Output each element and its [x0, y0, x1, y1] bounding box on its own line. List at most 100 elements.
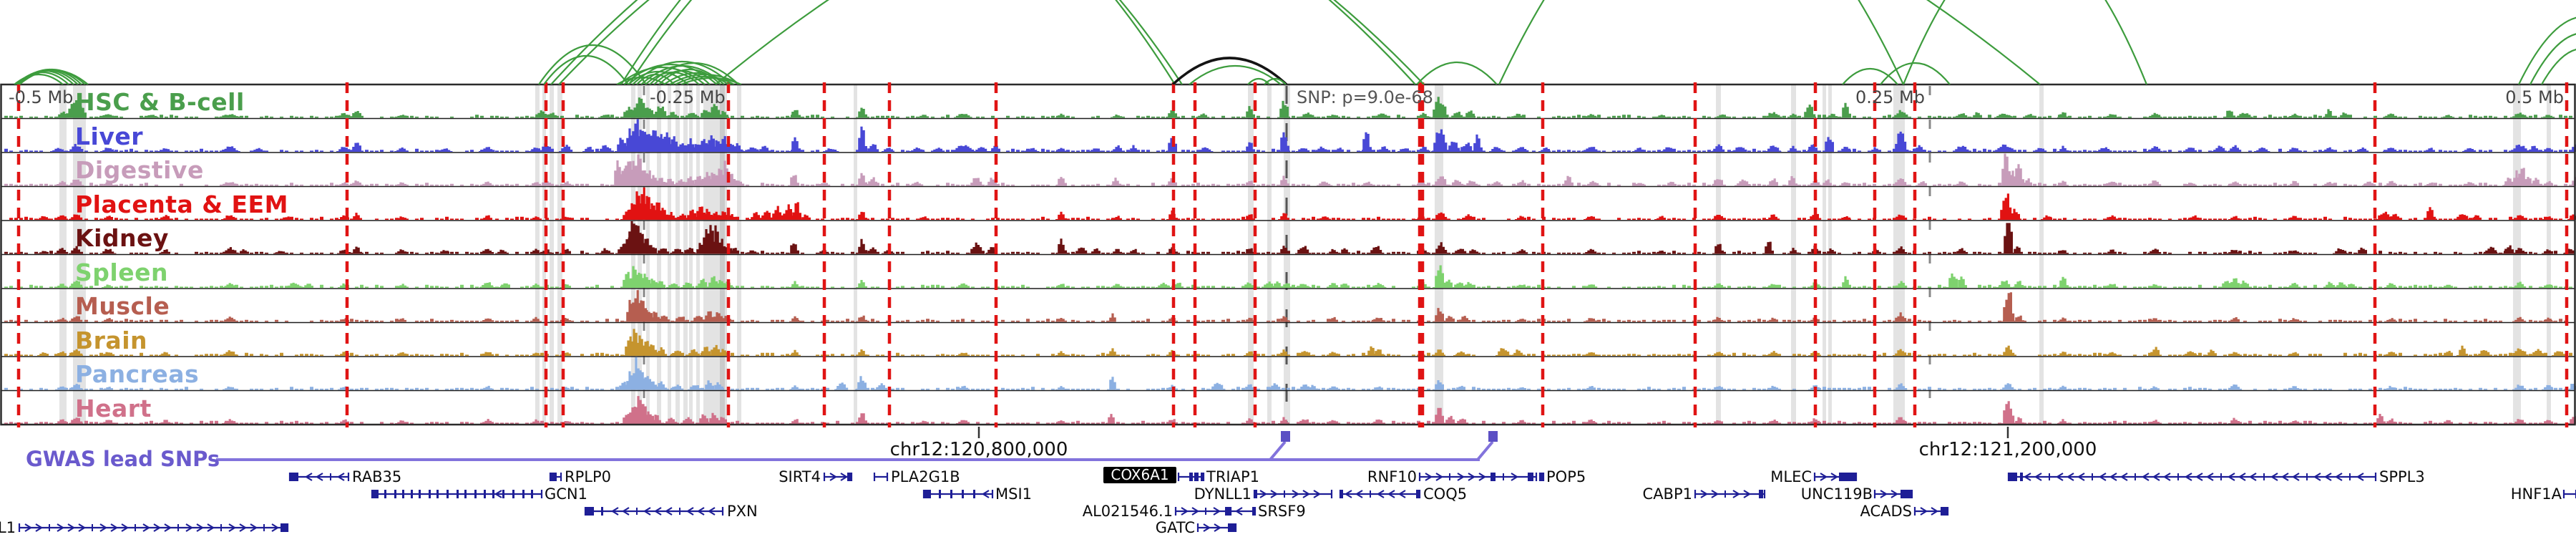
interaction-arc[interactable] [663, 72, 729, 84]
signal-track-digestive[interactable] [4, 153, 2576, 186]
interaction-arc[interactable] [1880, 62, 1951, 84]
gene-label-al021546.1[interactable]: AL021546.1 [1082, 503, 1173, 520]
gene-al021546.1[interactable] [1174, 507, 1231, 516]
interaction-arc[interactable] [649, 62, 739, 84]
gene-label-coq5[interactable]: COQ5 [1423, 485, 1468, 503]
interaction-arc[interactable] [632, 60, 732, 84]
signal-track-heart[interactable] [4, 396, 2576, 424]
gene-label-dynll1[interactable]: DYNLL1 [1194, 485, 1252, 503]
gene-exon [1201, 473, 1203, 481]
gwas-lead-snps-label[interactable]: GWAS lead SNPs [26, 447, 220, 471]
gwas-lead-snp-marker[interactable] [1488, 431, 1498, 442]
mb-scale-label: 0.5 Mb [2505, 87, 2564, 107]
interaction-arc[interactable] [2518, 16, 2576, 84]
gene-acads[interactable] [1913, 507, 1949, 516]
strand-arrow-left [2227, 473, 2235, 481]
interaction-arc[interactable] [1498, 0, 1904, 84]
gene-label-cabp1[interactable]: CABP1 [1642, 485, 1692, 503]
gene-label-sppl3[interactable]: SPPL3 [2379, 468, 2425, 485]
gene-label-mlec[interactable]: MLEC [1770, 468, 1812, 485]
interaction-arcs[interactable] [14, 0, 2576, 84]
interaction-arc[interactable] [1189, 65, 1282, 84]
track-label-hsc-b-cell[interactable]: HSC & B-cell [75, 88, 245, 116]
signal-track-brain[interactable] [4, 329, 2572, 356]
gene-rnf10[interactable] [1418, 473, 1538, 481]
gene-gatc[interactable] [1196, 523, 1237, 532]
track-label-liver[interactable]: Liver [75, 122, 144, 150]
gwas-lead-snps-track[interactable] [216, 431, 1498, 461]
signal-track-hsc-b-cell[interactable] [4, 97, 2572, 118]
gene-label-pxn[interactable]: PXN [727, 503, 758, 520]
gene-label-rnf10[interactable]: RNF10 [1367, 468, 1417, 485]
gene-label-srsf9[interactable]: SRSF9 [1258, 503, 1306, 520]
interaction-arc[interactable] [1247, 77, 1270, 84]
track-label-digestive[interactable]: Digestive [75, 156, 204, 184]
gene-gcn1[interactable] [371, 490, 543, 498]
gene-unc119b[interactable] [1873, 490, 1913, 498]
gene-coq5[interactable] [1339, 490, 1421, 498]
gene-label-sirt4[interactable]: SIRT4 [779, 468, 821, 485]
gene-label-rab35[interactable]: RAB35 [352, 468, 402, 485]
gene-sirt4[interactable] [823, 473, 853, 481]
track-label-brain[interactable]: Brain [75, 326, 148, 354]
signal-track-kidney[interactable] [4, 221, 2575, 254]
interaction-arc[interactable] [2529, 33, 2576, 84]
gwas-lead-snp-marker[interactable] [1281, 431, 1290, 442]
gene-rab35[interactable] [288, 473, 350, 481]
gene-label-pop5[interactable]: POP5 [1546, 468, 1586, 485]
signal-track-pancreas[interactable] [4, 357, 2576, 390]
interaction-arc[interactable] [675, 75, 735, 84]
gene-label-unc119b[interactable]: UNC119B [1800, 485, 1873, 503]
interaction-arc[interactable] [1264, 77, 1287, 84]
gene-srsf9[interactable] [1229, 507, 1257, 516]
gene-label-cox6a1-highlight[interactable]: COX6A1 [1103, 467, 1176, 483]
gene-cabp1[interactable] [1694, 490, 1766, 498]
track-label-placenta-eem[interactable]: Placenta & EEM [75, 190, 288, 218]
gene-pxn[interactable] [584, 507, 724, 516]
track-label-muscle[interactable]: Muscle [75, 292, 170, 320]
gene-sppl3[interactable] [2007, 473, 2377, 481]
gene-hnf1a[interactable] [2562, 490, 2576, 498]
gene-rplp0[interactable] [549, 473, 562, 481]
interaction-arc[interactable] [680, 77, 742, 84]
gene-label-triap1[interactable]: TRIAP1 [1206, 468, 1260, 485]
signal-track-liver[interactable] [4, 119, 2576, 153]
interaction-arc[interactable] [543, 54, 629, 84]
gene-exon [2009, 473, 2017, 481]
gene-l1[interactable] [18, 523, 289, 532]
gene-label-pla2g1b[interactable]: PLA2G1B [891, 468, 960, 485]
gene-label-gatc[interactable]: GATC [1155, 519, 1195, 536]
gene-mlec[interactable] [1813, 473, 1858, 481]
interaction-arc[interactable] [1842, 68, 1898, 84]
strand-arrow-left [664, 507, 673, 516]
interaction-arc[interactable] [1902, 0, 2148, 84]
interaction-arc[interactable] [620, 0, 1176, 84]
signal-track-placenta-eem[interactable] [9, 187, 2576, 220]
interaction-arc[interactable] [19, 69, 89, 84]
track-label-kidney[interactable]: Kidney [75, 224, 169, 252]
track-label-heart[interactable]: Heart [75, 394, 152, 422]
gene-label-hnf1a[interactable]: HNF1A [2510, 485, 2562, 503]
interaction-arc[interactable] [2541, 49, 2576, 84]
gene-msi1[interactable] [922, 490, 994, 498]
gene-triap1[interactable] [1195, 473, 1205, 481]
gene-pla2g1b[interactable] [873, 473, 889, 481]
interaction-arc[interactable] [1416, 62, 1498, 84]
interaction-arc[interactable] [715, 0, 2041, 84]
strand-arrow-left [696, 507, 705, 516]
track-label-pancreas[interactable]: Pancreas [75, 360, 200, 388]
gene-dynll1[interactable] [1253, 490, 1333, 498]
track-label-spleen[interactable]: Spleen [75, 258, 168, 286]
gene-label-acads[interactable]: ACADS [1860, 503, 1912, 520]
interaction-arc[interactable] [628, 0, 1183, 84]
gene-label-rplp0[interactable]: RPLP0 [565, 468, 611, 485]
gene-label-msi1[interactable]: MSI1 [995, 485, 1033, 503]
gene-label-l1[interactable]: L1 [0, 519, 16, 536]
gene-label-gcn1[interactable]: GCN1 [545, 485, 588, 503]
signal-track-spleen[interactable] [4, 265, 2572, 289]
gene-pop5[interactable] [1538, 473, 1545, 481]
interaction-arc-highlight[interactable] [1171, 57, 1288, 84]
signal-track-muscle[interactable] [4, 290, 2567, 322]
gene-cox6a1[interactable] [1177, 473, 1196, 481]
